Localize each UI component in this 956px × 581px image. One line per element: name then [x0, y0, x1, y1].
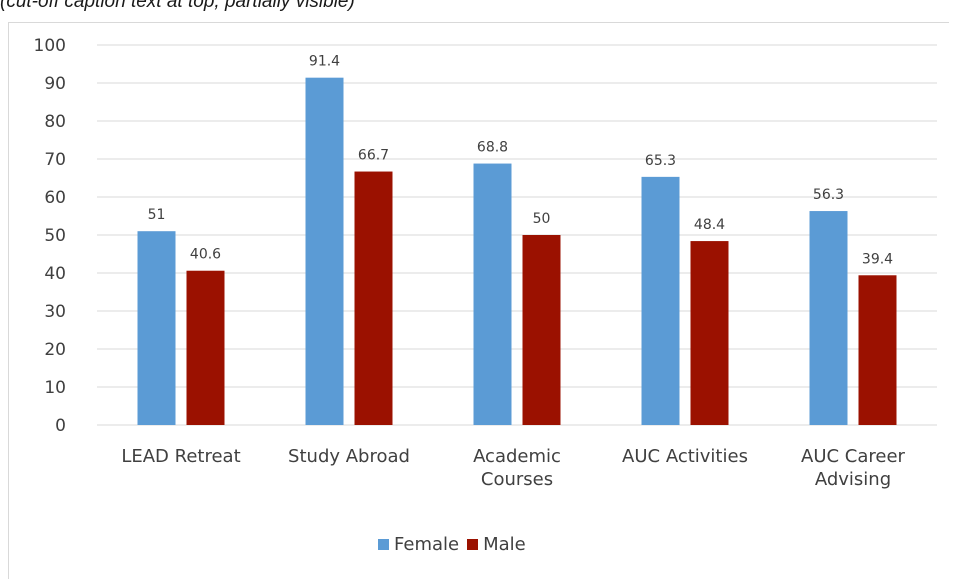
- legend-label-male: Male: [483, 534, 526, 555]
- chart-frame: [8, 22, 949, 579]
- data-label-male-0: 40.6: [190, 247, 221, 263]
- y-tick-label-20: 20: [44, 340, 66, 360]
- y-tick-label-90: 90: [44, 74, 66, 94]
- category-label-1-0: Study Abroad: [288, 446, 410, 467]
- data-label-female-1: 91.4: [309, 54, 340, 70]
- legend-label-female: Female: [394, 534, 460, 555]
- data-label-female-0: 51: [148, 207, 166, 223]
- data-label-male-1: 66.7: [358, 148, 389, 164]
- category-label-0-0: LEAD Retreat: [121, 446, 240, 467]
- data-label-male-4: 39.4: [862, 251, 893, 267]
- bar-female-2: [473, 163, 512, 425]
- bar-male-1: [354, 171, 393, 425]
- bar-female-0: [137, 231, 176, 425]
- y-tick-label-60: 60: [44, 188, 66, 208]
- y-tick-label-80: 80: [44, 112, 66, 132]
- bar-male-2: [522, 235, 561, 425]
- y-tick-label-70: 70: [44, 150, 66, 170]
- bar-female-3: [641, 176, 680, 425]
- legend: Female Male: [378, 534, 526, 555]
- category-label-2-1: Courses: [481, 469, 553, 490]
- y-tick-label-0: 0: [55, 416, 66, 436]
- legend-item-male: Male: [467, 534, 526, 555]
- bar-male-3: [690, 241, 729, 425]
- bar-male-0: [186, 270, 225, 425]
- y-tick-label-40: 40: [44, 264, 66, 284]
- y-tick-label-10: 10: [44, 378, 66, 398]
- data-label-male-3: 48.4: [694, 217, 725, 233]
- category-label-3-0: AUC Activities: [622, 446, 748, 467]
- bar-female-1: [305, 77, 344, 426]
- legend-item-female: Female: [378, 534, 459, 555]
- bar-male-4: [858, 275, 897, 425]
- data-label-female-4: 56.3: [813, 187, 844, 203]
- y-tick-label-100: 100: [34, 36, 66, 56]
- y-tick-label-30: 30: [44, 302, 66, 322]
- data-label-female-2: 68.8: [477, 140, 508, 156]
- legend-swatch-male: [467, 539, 479, 550]
- category-label-4-0: AUC Career: [801, 446, 906, 467]
- data-label-male-2: 50: [533, 211, 551, 227]
- legend-swatch-female: [378, 539, 389, 550]
- data-label-female-3: 65.3: [645, 153, 676, 169]
- category-label-4-1: Advising: [815, 469, 891, 490]
- bar-female-4: [809, 211, 848, 425]
- category-label-2-0: Academic: [473, 446, 561, 467]
- y-tick-label-50: 50: [44, 226, 66, 246]
- caption-strip: (cut-off caption text at top, partially …: [0, 0, 956, 22]
- caption-text: (cut-off caption text at top, partially …: [0, 0, 355, 12]
